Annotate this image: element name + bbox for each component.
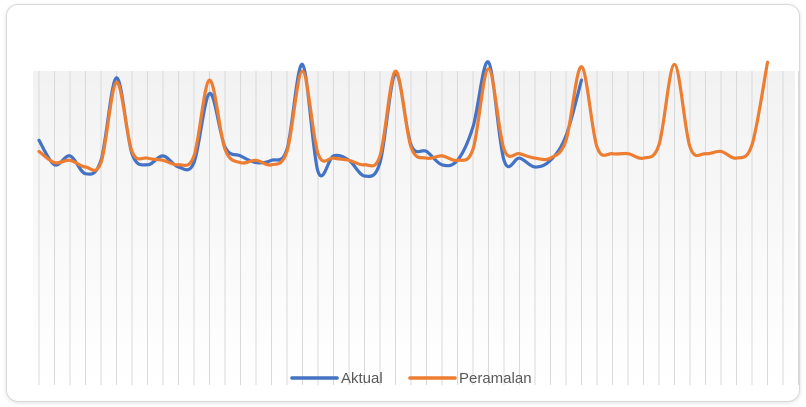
series-lines	[37, 60, 770, 179]
series-line-peramalan	[37, 60, 770, 172]
chart-container: Aktual Peramalan	[6, 4, 800, 402]
plot-area	[33, 71, 795, 385]
legend: Aktual Peramalan	[290, 370, 532, 387]
vertical-gridlines	[38, 71, 799, 385]
line-chart: Aktual Peramalan	[33, 60, 799, 387]
legend-label-peramalan: Peramalan	[459, 370, 532, 387]
legend-label-aktual: Aktual	[341, 370, 383, 387]
